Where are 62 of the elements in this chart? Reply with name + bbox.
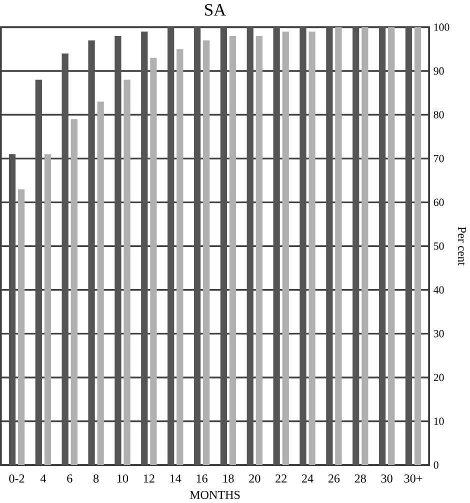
bar [326, 27, 333, 466]
y-tick-label: 20 [434, 374, 444, 382]
bar [150, 58, 157, 466]
y-tick-label: 60 [434, 198, 444, 206]
y-tick-label: 30 [434, 330, 444, 338]
bar [362, 27, 368, 466]
x-axis-title: MONTHS [190, 490, 240, 499]
y-axis-title: Per cent [458, 226, 466, 266]
bar [335, 27, 342, 466]
bar [203, 40, 210, 466]
x-tick-label: 12 [144, 474, 154, 482]
bar [229, 36, 236, 466]
bar [405, 27, 412, 466]
x-tick-label: 10 [118, 474, 128, 483]
y-tick-label: 70 [434, 154, 444, 162]
bar [70, 119, 78, 466]
x-tick-label: 18 [223, 474, 234, 483]
x-tick-label: 4 [40, 474, 46, 482]
bar [88, 40, 95, 466]
bar [273, 27, 280, 466]
bar [282, 32, 289, 466]
bar [194, 27, 201, 466]
bar [414, 27, 422, 466]
bar [97, 102, 104, 466]
bar [176, 49, 184, 466]
bar [388, 27, 395, 466]
x-tick-label: 20 [249, 474, 260, 483]
x-tick-label: 24 [302, 474, 314, 482]
chart-title: SA [205, 4, 226, 16]
bar [220, 27, 228, 466]
bar [141, 32, 148, 466]
bar [8, 154, 16, 466]
x-tick-label: 16 [196, 474, 208, 483]
bar [352, 27, 360, 466]
x-tick-label: 14 [170, 474, 182, 482]
x-tick-label: 26 [328, 474, 340, 483]
bar [124, 80, 130, 466]
y-tick-label: 0 [434, 461, 438, 469]
y-tick-label: 50 [434, 242, 444, 250]
x-tick-label: 30 [381, 474, 392, 483]
bar [18, 189, 25, 466]
bar [35, 80, 42, 466]
x-tick-label: 0-2 [9, 474, 24, 483]
bar [300, 27, 306, 466]
bar [246, 27, 254, 466]
bar [168, 27, 174, 466]
y-tick-label: 10 [434, 418, 444, 425]
y-tick-label: 40 [434, 286, 444, 294]
x-tick-label: 8 [94, 474, 99, 483]
y-tick-label: 100 [434, 24, 450, 31]
x-tick-label: 30+ [404, 474, 422, 483]
y-tick-label: 80 [434, 111, 444, 118]
y-tick-label: 90 [434, 67, 444, 75]
bar [308, 32, 316, 466]
x-tick-label: 22 [276, 474, 286, 482]
bar [114, 36, 122, 466]
bar [256, 36, 263, 466]
x-tick-label: 6 [67, 474, 72, 483]
x-tick-label: 28 [354, 474, 366, 483]
bar [62, 53, 68, 466]
bar [44, 154, 52, 466]
bar [378, 27, 386, 466]
